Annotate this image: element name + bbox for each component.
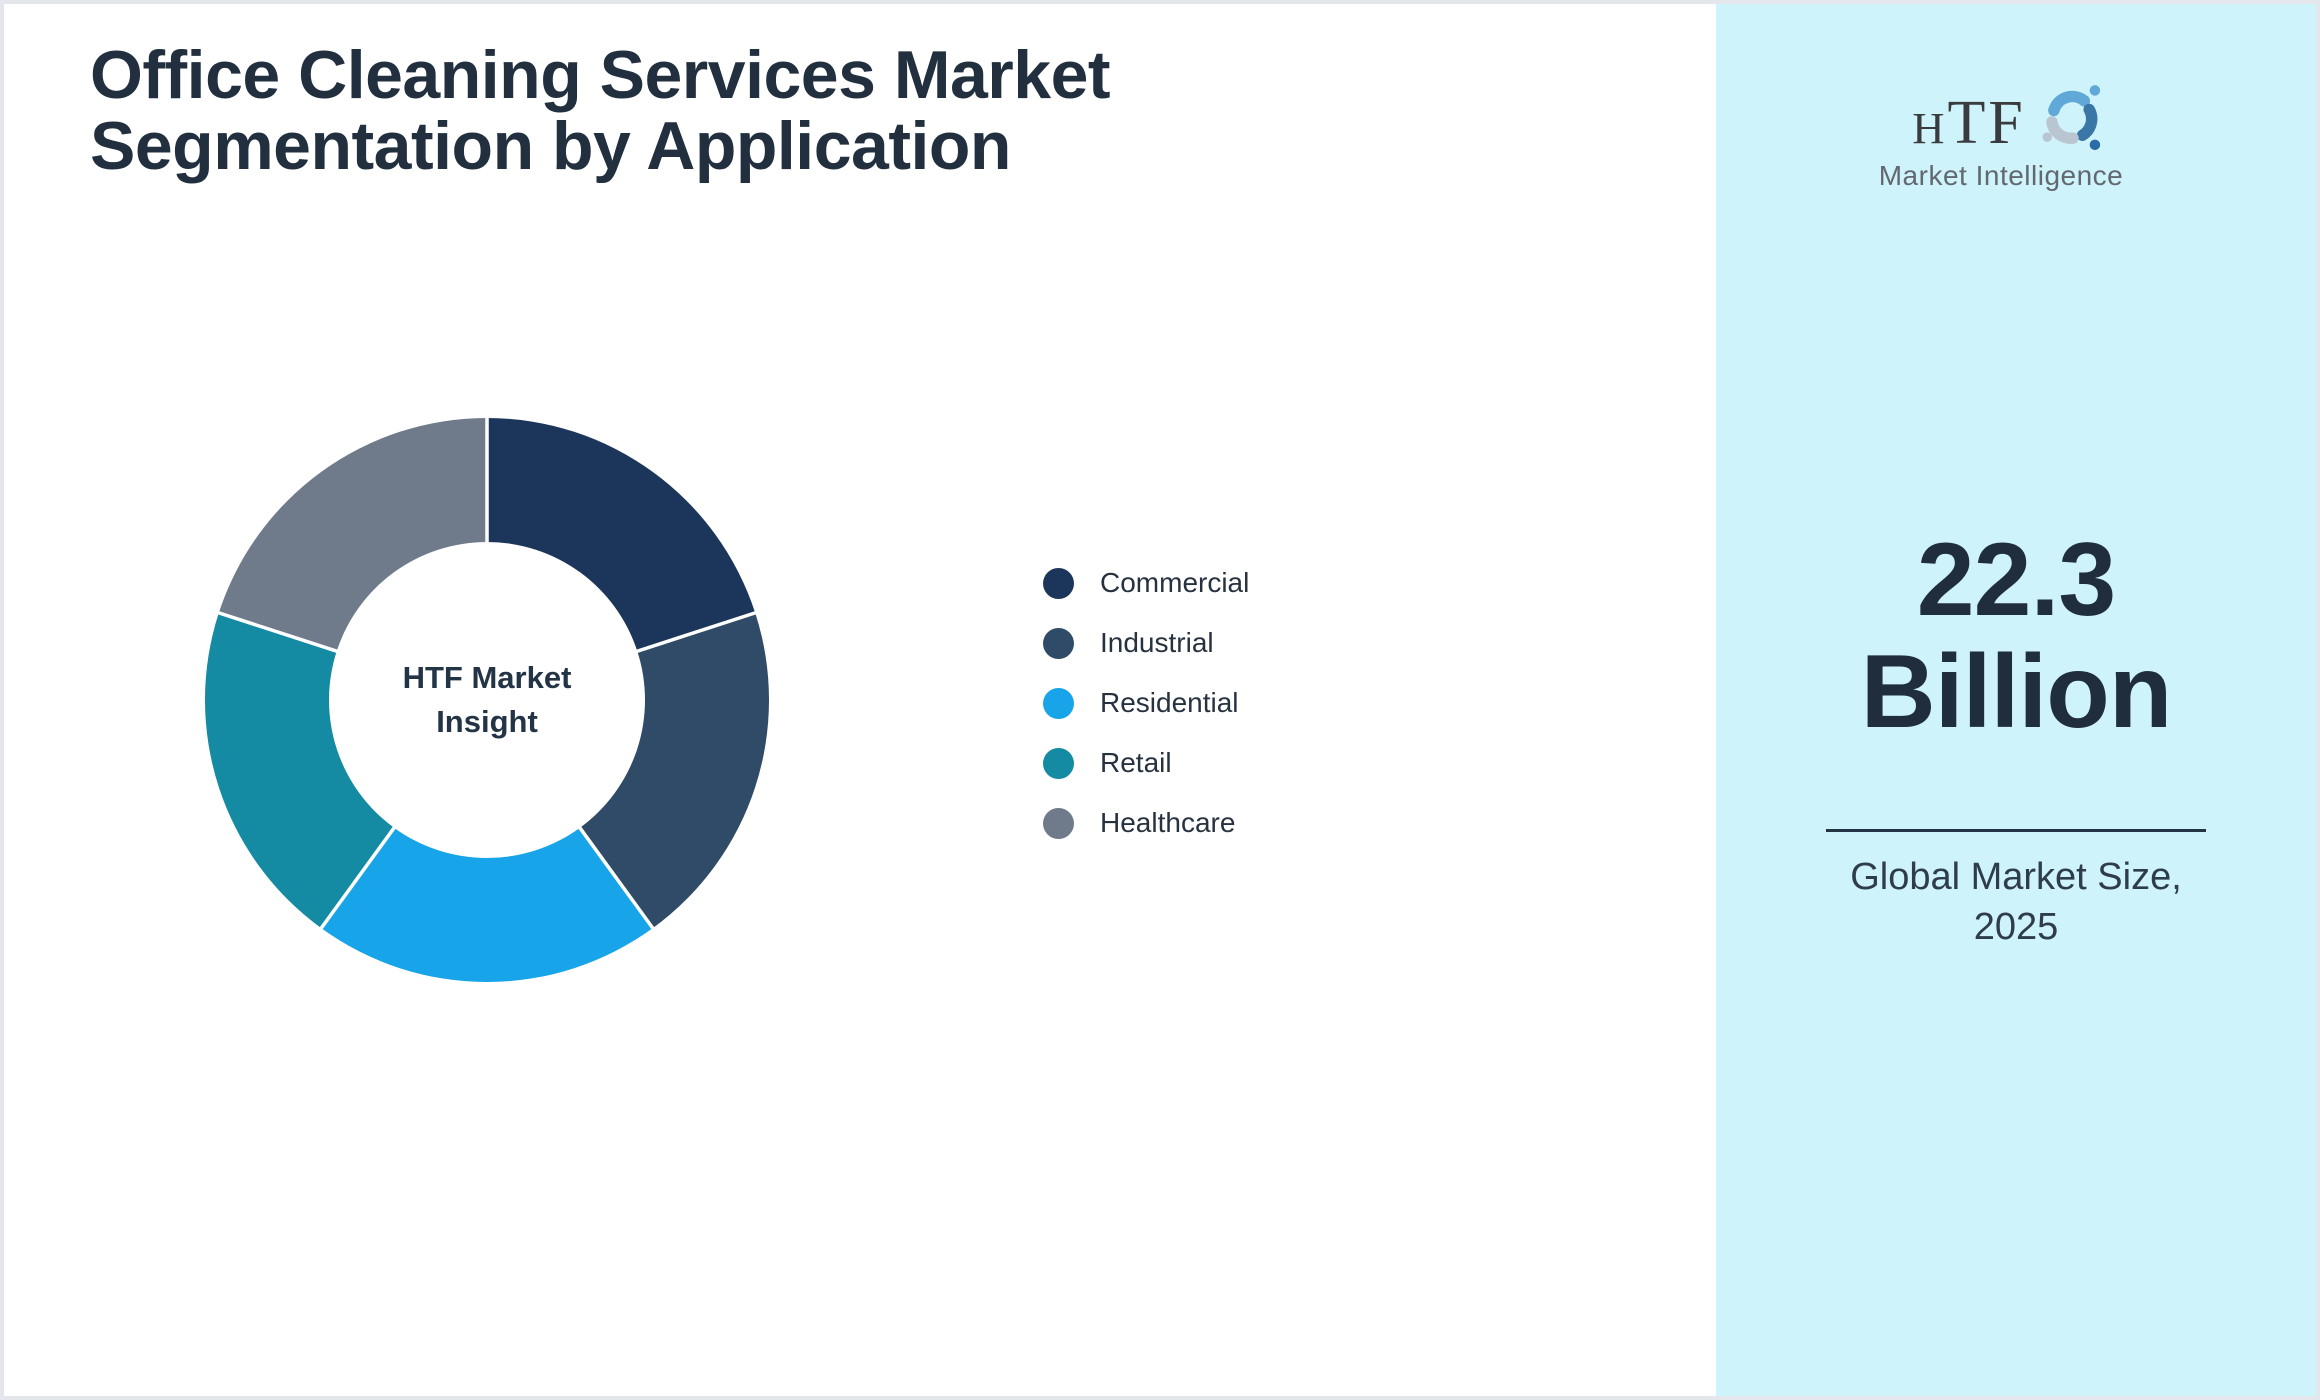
legend-swatch-commercial bbox=[1043, 567, 1074, 599]
legend-label-retail: Retail bbox=[1100, 747, 1172, 778]
slice-separator bbox=[216, 610, 340, 654]
legend-swatch-healthcare bbox=[1043, 807, 1074, 839]
legend-item-retail: Retail bbox=[1043, 733, 1249, 793]
slice-separator bbox=[634, 610, 758, 654]
logo-dot-lightblue bbox=[2089, 85, 2100, 96]
market-size-unit: Billion bbox=[1860, 634, 2173, 750]
slice-separator bbox=[577, 825, 656, 931]
page-title-line1: Office Cleaning Services Market bbox=[90, 37, 1111, 113]
sidebar: HTF Market Intelligence 22.3 Billion bbox=[1716, 4, 2316, 1396]
htf-logo-subtitle: Market Intelligence bbox=[1878, 160, 2124, 191]
legend-swatch-residential bbox=[1043, 687, 1074, 719]
logo-dot-darkblue bbox=[2089, 139, 2100, 151]
logo-dot-gray bbox=[2042, 132, 2052, 142]
legend-swatch-industrial bbox=[1043, 627, 1074, 659]
divider-line bbox=[1826, 829, 2206, 832]
donut-chart-svg bbox=[204, 416, 770, 983]
legend-label-commercial: Commercial bbox=[1100, 567, 1250, 598]
donut-slice-commercial bbox=[487, 418, 756, 652]
legend-label-residential: Residential bbox=[1100, 687, 1239, 718]
legend-label-healthcare: Healthcare bbox=[1100, 807, 1236, 838]
caption-line1: Global Market Size, bbox=[1850, 856, 2182, 898]
chart-legend: Commercial Industrial Residential Retail Hea… bbox=[1043, 553, 1249, 853]
htf-logo-swirl-icon bbox=[2042, 85, 2100, 151]
legend-item-residential: Residential bbox=[1043, 673, 1249, 733]
htf-logo: HTF Market Intelligence bbox=[1716, 85, 2316, 192]
donut-chart: HTF Market Insight bbox=[187, 400, 787, 1000]
page-title: Office Cleaning Services Market Segmenta… bbox=[90, 37, 1111, 184]
legend-item-industrial: Industrial bbox=[1043, 613, 1249, 673]
htf-logo-row: HTF bbox=[1912, 85, 2120, 162]
legend-item-healthcare: Healthcare bbox=[1043, 793, 1249, 853]
legend-item-commercial: Commercial bbox=[1043, 553, 1249, 613]
donut-slice-healthcare bbox=[218, 418, 488, 652]
legend-label-industrial: Industrial bbox=[1100, 627, 1214, 658]
donut-slice-retail bbox=[204, 612, 395, 929]
legend-swatch-retail bbox=[1043, 747, 1074, 779]
caption-line2: 2025 bbox=[1973, 906, 2059, 948]
market-size-number: 22.3 bbox=[1916, 522, 2116, 638]
market-size-value: 22.3 Billion bbox=[1716, 524, 2316, 748]
htf-logo-text: HTF bbox=[1912, 88, 2026, 157]
donut-slice-residential bbox=[321, 827, 653, 983]
slice-separator bbox=[318, 825, 397, 931]
page-title-line2: Segmentation by Application bbox=[90, 108, 1011, 184]
market-size-caption: Global Market Size, 2025 bbox=[1716, 852, 2316, 952]
donut-slice-industrial bbox=[579, 612, 770, 929]
